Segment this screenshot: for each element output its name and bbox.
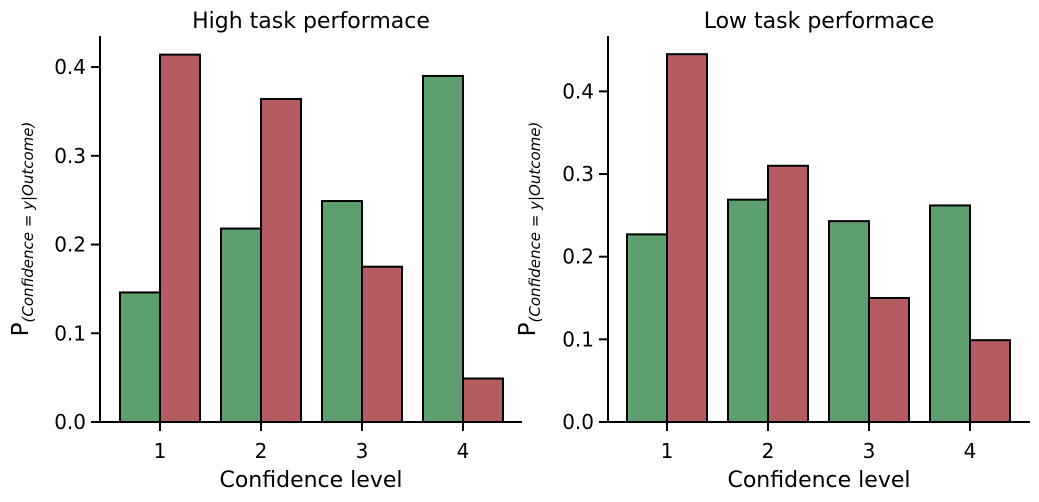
x-tick-label: 1 — [154, 439, 167, 463]
bar-series2-cat2 — [260, 98, 302, 424]
y-axis-label-subscript: (Confidence = y|Outcome) — [19, 122, 37, 323]
y-tick-label: 0.2 — [562, 245, 594, 269]
x-tick-label: 4 — [964, 439, 977, 463]
bar-series2-cat2 — [767, 164, 809, 423]
bar-series2-cat4 — [969, 339, 1011, 423]
y-axis-label: P(Confidence = y|Outcome) — [8, 122, 37, 337]
bar-series1-cat2 — [220, 227, 262, 423]
x-tick-label: 1 — [661, 439, 674, 463]
y-axis-label: P(Confidence = y|Outcome) — [515, 122, 544, 337]
y-tick-label: 0.4 — [562, 79, 594, 103]
y-axis-label-subscript: (Confidence = y|Outcome) — [526, 122, 544, 323]
y-tick-label: 0.4 — [54, 55, 86, 79]
x-tick-label: 3 — [356, 439, 369, 463]
chart-title: Low task performace — [704, 9, 935, 34]
x-tick-label: 2 — [762, 439, 775, 463]
y-tick-label: 0.0 — [54, 410, 86, 434]
bar-series1-cat3 — [321, 200, 363, 423]
bar-series2-cat3 — [868, 297, 910, 423]
x-tick-label: 2 — [255, 439, 268, 463]
bar-series2-cat1 — [159, 53, 201, 423]
bar-series1-cat1 — [626, 233, 668, 423]
chart-panel-2: 0.0 0.1 0.2 0.3 0.4 1 2 3 4 Low task performace Co… — [515, 9, 1030, 493]
bar-series1-cat4 — [929, 204, 971, 423]
bar-series2-cat1 — [666, 53, 708, 424]
bar-series1-cat3 — [828, 220, 870, 423]
bar-series1-cat2 — [727, 198, 769, 423]
bar-series1-cat1 — [119, 291, 161, 423]
bar-series1-cat4 — [422, 74, 464, 424]
chart-title: High task performace — [192, 9, 430, 34]
x-tick-label: 4 — [457, 439, 470, 463]
y-tick-label: 0.1 — [54, 321, 86, 345]
y-tick-label: 0.3 — [562, 162, 594, 186]
y-tick-label: 0.2 — [54, 233, 86, 257]
x-axis-label: Confidence level — [219, 468, 402, 493]
y-axis-label-main: P — [8, 322, 34, 336]
x-axis-label: Confidence level — [727, 468, 910, 493]
bar-series2-cat3 — [361, 265, 403, 423]
chart-panel-1: 0.0 0.1 0.2 0.3 0.4 1 2 3 4 High task performace C… — [8, 9, 522, 493]
y-tick-label: 0.3 — [54, 144, 86, 168]
y-axis-label-main: P — [515, 322, 541, 336]
y-axis-label-text: P(Confidence = y|Outcome) — [515, 122, 544, 337]
y-tick-label: 0.0 — [562, 410, 594, 434]
bar-series2-cat4 — [462, 377, 504, 423]
y-tick-label: 0.1 — [562, 327, 594, 351]
x-tick-label: 3 — [863, 439, 876, 463]
y-axis-label-text: P(Confidence = y|Outcome) — [8, 122, 37, 337]
